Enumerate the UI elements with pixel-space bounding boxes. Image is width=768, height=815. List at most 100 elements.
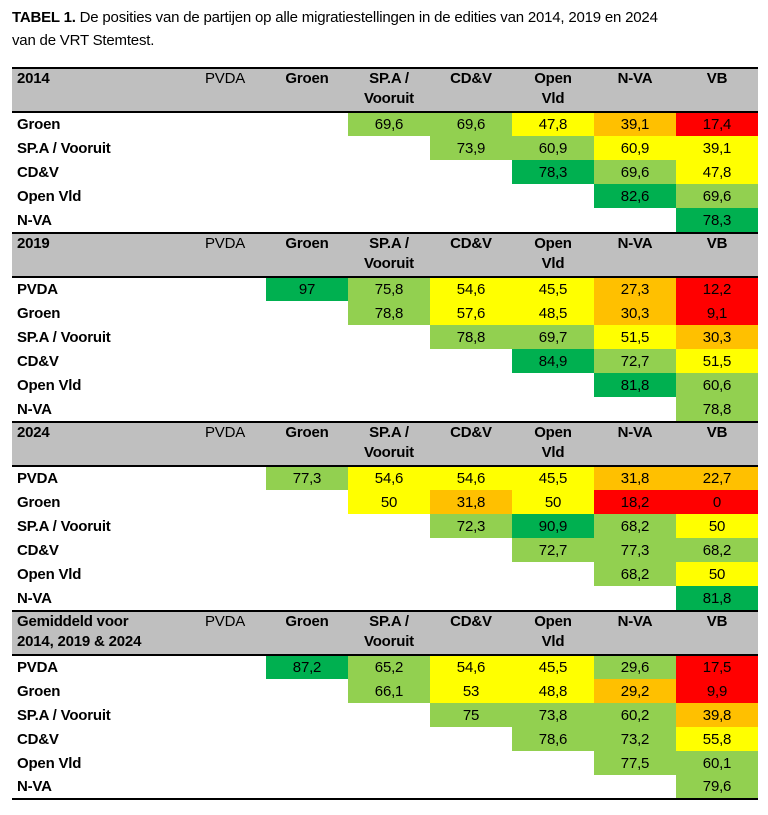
empty-cell <box>512 184 594 208</box>
table-row: Groen 69,6 69,6 47,8 39,1 17,4 <box>12 112 758 136</box>
empty-cell <box>594 775 676 800</box>
value-cell: 9,9 <box>676 679 758 703</box>
party-row-label: Open Vld <box>17 565 82 583</box>
value-cell: 77,3 <box>266 466 348 490</box>
value-cell: 39,8 <box>676 703 758 727</box>
value-cell: 73,9 <box>430 136 512 160</box>
party-row-label: PVDA <box>17 659 58 676</box>
value-cell: 82,6 <box>594 184 676 208</box>
empty-cell <box>184 325 266 349</box>
column-header-line: SP.A / <box>369 70 409 87</box>
value-cell: 87,2 <box>266 655 348 679</box>
section-label-line: 2019 <box>17 235 50 252</box>
empty-cell <box>348 397 430 421</box>
empty-cell <box>348 562 430 586</box>
table-row: SP.A / Vooruit 73,9 60,9 60,9 39,1 <box>12 136 758 160</box>
value-cell: 45,5 <box>512 466 594 490</box>
column-header-pvda: PVDA <box>184 232 266 278</box>
empty-cell <box>430 208 512 232</box>
value-cell: 69,6 <box>348 112 430 136</box>
value-cell: 17,5 <box>676 655 758 679</box>
party-row-label: SP.A / Vooruit <box>17 328 111 346</box>
party-row-label: CD&V <box>17 541 59 559</box>
column-header-line: Open <box>534 235 572 252</box>
value-cell: 72,7 <box>512 538 594 562</box>
table-row: Open Vld 77,5 60,1 <box>12 751 758 775</box>
empty-cell <box>184 397 266 421</box>
section-header-row: 2019 PVDA Groen SP.A / Vooruit CD&V Open Vld N-V… <box>12 232 758 278</box>
party-row-label: Groen <box>17 304 61 322</box>
column-header-line: VB <box>706 424 728 441</box>
value-cell: 39,1 <box>676 136 758 160</box>
empty-cell <box>184 514 266 538</box>
value-cell: 72,3 <box>430 514 512 538</box>
table-caption: TABEL 1. De posities van de partijen op … <box>12 6 760 52</box>
column-header-line: CD&V <box>450 613 492 630</box>
column-header-line: Open <box>534 70 572 87</box>
value-cell: 55,8 <box>676 727 758 751</box>
column-header-line: VB <box>706 235 728 252</box>
value-cell: 69,6 <box>594 160 676 184</box>
column-header-line: Vooruit <box>364 255 414 272</box>
empty-cell <box>266 562 348 586</box>
value-cell: 51,5 <box>594 325 676 349</box>
empty-cell <box>184 490 266 514</box>
column-header-line: Vooruit <box>364 90 414 107</box>
empty-cell <box>430 751 512 775</box>
table-row: CD&V 84,9 72,7 51,5 <box>12 349 758 373</box>
value-cell: 84,9 <box>512 349 594 373</box>
empty-cell <box>266 397 348 421</box>
value-cell: 78,8 <box>348 301 430 325</box>
party-row-label: PVDA <box>17 470 58 487</box>
empty-cell <box>184 751 266 775</box>
party-row-label: Groen <box>17 682 61 700</box>
value-cell: 78,6 <box>512 727 594 751</box>
empty-cell <box>348 703 430 727</box>
empty-cell <box>184 679 266 703</box>
value-cell: 45,5 <box>512 277 594 301</box>
table-row: Open Vld 82,6 69,6 <box>12 184 758 208</box>
empty-cell <box>184 208 266 232</box>
empty-cell <box>184 538 266 562</box>
value-cell: 69,6 <box>676 184 758 208</box>
column-header-sp-a-vooruit: SP.A / Vooruit <box>348 421 430 467</box>
value-cell: 97 <box>266 277 348 301</box>
empty-cell <box>594 586 676 610</box>
table-row: Groen 66,1 53 48,8 29,2 9,9 <box>12 679 758 703</box>
value-cell: 48,5 <box>512 301 594 325</box>
value-cell: 29,2 <box>594 679 676 703</box>
column-header-line: CD&V <box>450 235 492 252</box>
table-row: CD&V 78,3 69,6 47,8 <box>12 160 758 184</box>
value-cell: 69,7 <box>512 325 594 349</box>
empty-cell <box>594 397 676 421</box>
column-header-line: Groen <box>285 235 329 252</box>
column-header-open-vld: Open Vld <box>512 421 594 467</box>
column-header-sp-a-vooruit: SP.A / Vooruit <box>348 610 430 656</box>
value-cell: 31,8 <box>430 490 512 514</box>
empty-cell <box>430 349 512 373</box>
table-row: N-VA 81,8 <box>12 586 758 610</box>
section-header-row: 2014 PVDA Groen SP.A / Vooruit CD&V Open Vld N-V… <box>12 67 758 113</box>
value-cell: 68,2 <box>676 538 758 562</box>
empty-cell <box>512 751 594 775</box>
column-header-n-va: N-VA <box>594 67 676 113</box>
section-header-row: 2024 PVDA Groen SP.A / Vooruit CD&V Open Vld N-V… <box>12 421 758 467</box>
empty-cell <box>266 751 348 775</box>
empty-cell <box>266 514 348 538</box>
column-header-pvda: PVDA <box>184 67 266 113</box>
empty-cell <box>348 208 430 232</box>
value-cell: 29,6 <box>594 655 676 679</box>
empty-cell <box>430 160 512 184</box>
value-cell: 54,6 <box>430 655 512 679</box>
party-row-label: SP.A / Vooruit <box>17 517 111 535</box>
column-header-vb: VB <box>676 67 758 113</box>
value-cell: 75 <box>430 703 512 727</box>
column-header-line: SP.A / <box>369 235 409 252</box>
value-cell: 66,1 <box>348 679 430 703</box>
column-header-pvda: PVDA <box>184 610 266 656</box>
empty-cell <box>348 325 430 349</box>
value-cell: 68,2 <box>594 562 676 586</box>
value-cell: 54,6 <box>430 466 512 490</box>
value-cell: 90,9 <box>512 514 594 538</box>
column-header-line: Groen <box>285 70 329 87</box>
